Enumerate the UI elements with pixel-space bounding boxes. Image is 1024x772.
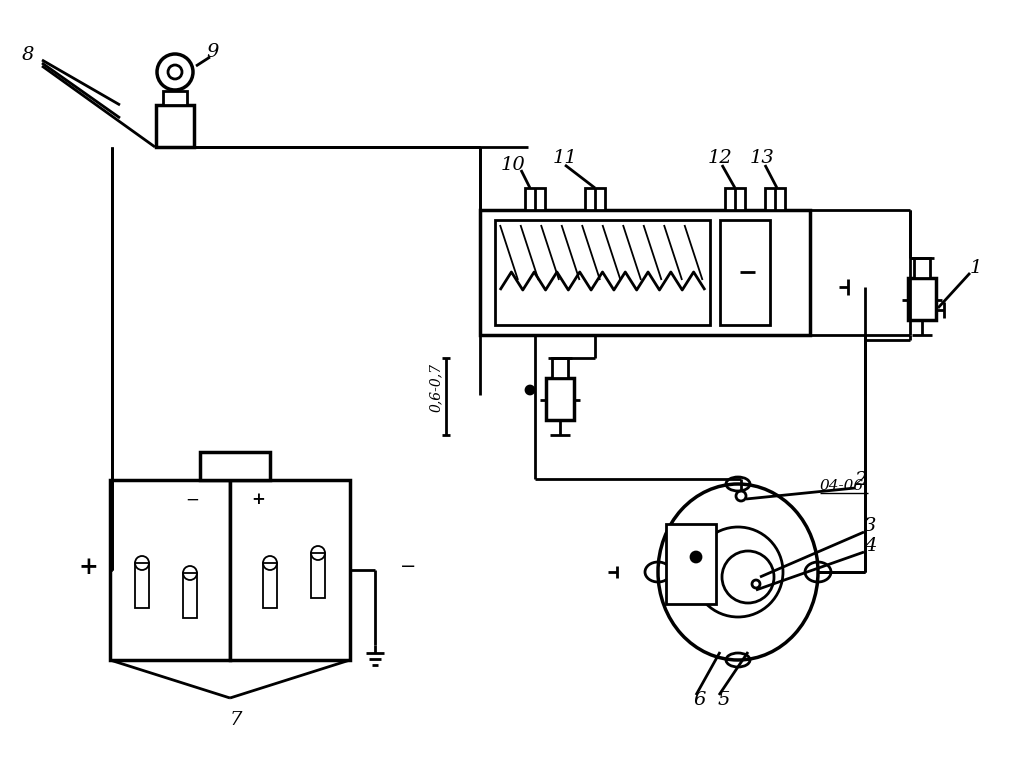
Bar (200, 452, 270, 480)
Bar (908, 278, 936, 320)
Bar (666, 524, 716, 604)
Bar (495, 220, 710, 325)
Bar (156, 105, 194, 147)
Text: 04-06: 04-06 (820, 479, 864, 493)
Text: 8: 8 (22, 46, 34, 64)
Bar (585, 188, 605, 210)
Text: 9: 9 (207, 43, 219, 61)
Circle shape (691, 552, 701, 562)
Text: −: − (399, 558, 416, 576)
Circle shape (526, 386, 534, 394)
Text: 1: 1 (970, 259, 982, 277)
Bar (230, 480, 350, 660)
Text: 10: 10 (501, 156, 525, 174)
Bar (110, 480, 230, 660)
Bar (765, 188, 785, 210)
Bar (552, 358, 568, 378)
Bar (183, 573, 197, 618)
Text: +: + (78, 555, 98, 579)
Text: 6: 6 (694, 691, 707, 709)
Bar (163, 91, 187, 105)
Text: 11: 11 (553, 149, 578, 167)
Bar (914, 258, 930, 278)
Text: 7: 7 (229, 711, 243, 729)
Bar (263, 563, 278, 608)
Text: 12: 12 (708, 149, 732, 167)
Text: 2: 2 (854, 471, 866, 489)
Text: −: − (185, 492, 199, 509)
Text: 3: 3 (864, 517, 877, 535)
Text: +: + (251, 492, 265, 509)
Bar (480, 210, 810, 335)
Text: 4: 4 (864, 537, 877, 555)
Bar (135, 563, 150, 608)
Text: 0,6-0,7: 0,6-0,7 (429, 364, 443, 412)
Bar (311, 553, 325, 598)
Text: 5: 5 (718, 691, 730, 709)
Text: 13: 13 (750, 149, 774, 167)
Bar (725, 188, 745, 210)
Bar (720, 220, 770, 325)
Bar (546, 378, 574, 420)
Bar (525, 188, 545, 210)
